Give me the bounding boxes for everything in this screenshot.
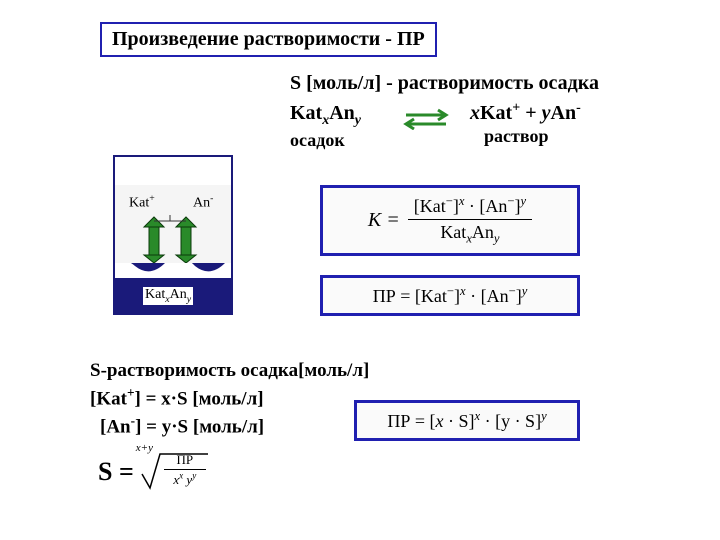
sediment-formula-label: KatxAny [143,287,193,305]
dissolution-arrows-icon [141,213,205,263]
formula-k-equilibrium: K = [Kat−]x · [An−]y KatxAny [320,185,580,256]
an-ion-label: An- [193,193,213,212]
solubility-text: S [моль/л] - растворимость осадка [290,72,599,94]
equilibrium-arrows-icon [400,108,452,130]
title-box: Произведение растворимости - ПР [100,22,437,57]
root-denominator: xx yy [164,470,206,488]
formula-pr-solubility: ПР = [x · S]x · [y · S]y [354,400,580,441]
kat-ion-label: Kat+ [129,193,155,212]
left-under-label: осадок [290,130,345,150]
wave-icon [115,263,231,278]
formula-pr-definition: ПР = [Kat−]x · [An−]y [320,275,580,316]
solubility-definition: S [моль/л] - растворимость осадка [290,72,599,95]
k-lhs: K = [368,209,400,232]
kat-concentration-line: [Kat+] = x·S [моль/л] [90,384,369,412]
s-equals: S = [98,457,134,486]
root-index: x+y [136,442,153,454]
ions-formula: xKat+ + yAn- [470,102,581,124]
dissociation-right: xKat+ + yAn- раствор [470,100,581,148]
title-text: Произведение растворимости - ПР [112,28,425,50]
dissociation-left: KatxAny осадок [290,102,361,152]
compound-formula: KatxAny [290,102,361,124]
concentration-relations: S-растворимость осадка[моль/л] [Kat+] = … [90,358,369,440]
pr-expression: ПР = [Kat−]x · [An−]y [373,286,528,306]
k-numerator: [Kat−]x · [An−]y [408,194,532,220]
solubility-root-formula: S = x+y ПР xx yy [98,450,210,494]
an-concentration-line: [An-] = y·S [моль/л] [90,412,369,440]
beaker-diagram: Kat+ An- KatxAny [113,155,233,315]
right-under-label: раствор [470,126,548,146]
s-definition-line: S-растворимость осадка[моль/л] [90,358,369,384]
pr-xy-expression: ПР = [x · S]x · [y · S]y [387,411,546,431]
root-numerator: ПР [164,452,206,470]
k-denominator: KatxAny [408,220,532,247]
